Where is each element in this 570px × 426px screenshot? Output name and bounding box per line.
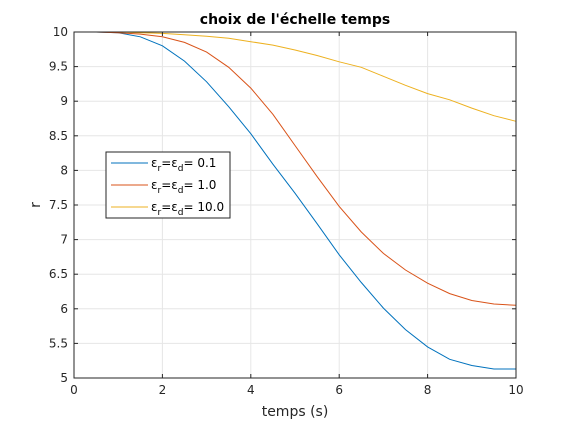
y-tick-label: 7.5 (49, 198, 68, 212)
legend-label-3: εr=εd= 10.0 (151, 200, 224, 218)
x-axis-label: temps (s) (262, 404, 329, 420)
x-tick-label: 6 (335, 383, 343, 397)
legend-text-part: ε (171, 200, 178, 214)
tick-labels: 0 2 4 6 8 10 5 5.5 6 6.5 7 7.5 8 8.5 9 9.5 10 (49, 25, 524, 397)
y-tick-label: 5 (60, 371, 68, 385)
x-tick-label: 0 (70, 383, 78, 397)
ticks (73, 31, 517, 379)
y-axis-label: r (28, 202, 44, 208)
series-line-1 (74, 31, 516, 370)
y-tick-label: 8 (60, 163, 68, 177)
y-tick-label: 7 (60, 233, 68, 247)
y-tick-label: 6 (60, 302, 68, 316)
legend-text-part: ε (171, 156, 178, 170)
series-line-3 (74, 31, 517, 122)
legend-text-part: r (158, 208, 162, 218)
series-lines (74, 31, 517, 370)
x-tick-label: 10 (508, 383, 523, 397)
legend-text-part: = (161, 178, 171, 192)
x-tick-label: 8 (424, 383, 432, 397)
legend-text-part: = 10.0 (183, 200, 224, 214)
legend-text-part: d (178, 208, 184, 218)
legend-label-2: εr=εd= 1.0 (151, 178, 216, 196)
x-tick-label: 4 (247, 383, 255, 397)
y-tick-label: 10 (53, 25, 68, 39)
legend-text-part: r (158, 186, 162, 196)
legend-text-part: ε (151, 200, 158, 214)
y-tick-label: 5.5 (49, 336, 68, 350)
x-tick-label: 2 (159, 383, 167, 397)
legend: εr=εd= 0.1εr=εd= 1.0εr=εd= 10.0 (105, 151, 231, 219)
legend-text-part: d (178, 164, 184, 174)
y-tick-label: 8.5 (49, 129, 68, 143)
legend-text-part: ε (171, 178, 178, 192)
chart-title: choix de l'échelle temps (200, 12, 390, 28)
legend-text-part: ε (151, 178, 158, 192)
y-tick-label: 9.5 (49, 60, 68, 74)
legend-text-part: ε (151, 156, 158, 170)
legend-text-part: = 1.0 (183, 178, 216, 192)
series-line-2 (74, 31, 517, 306)
legend-text-part: d (178, 186, 184, 196)
legend-text-part: = (161, 200, 171, 214)
legend-text-part: = (161, 156, 171, 170)
y-tick-label: 9 (60, 94, 68, 108)
legend-text-part: = 0.1 (183, 156, 216, 170)
legend-label-1: εr=εd= 0.1 (151, 156, 216, 174)
legend-text-part: r (158, 164, 162, 174)
y-tick-label: 6.5 (49, 267, 68, 281)
